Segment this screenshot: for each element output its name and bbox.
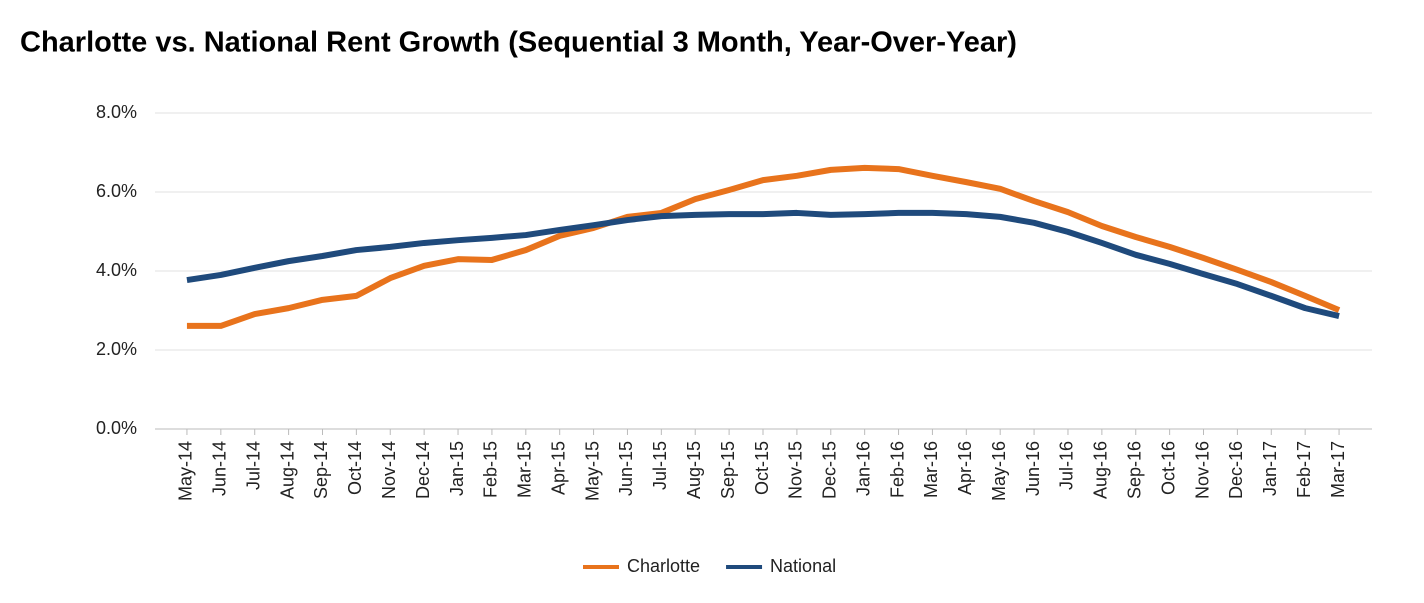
x-tick-label: Nov-15 (786, 441, 806, 499)
series-line (186, 164, 1341, 329)
x-tick-label: Dec-14 (413, 441, 433, 499)
x-tick-label: Jan-16 (853, 441, 873, 496)
x-tick-label: Mar-15 (515, 441, 535, 498)
x-tick-label: Jun-14 (210, 441, 230, 496)
x-tick-label: Aug-14 (277, 441, 297, 499)
x-tick-label: Feb-15 (481, 441, 501, 498)
x-tick-label: Feb-16 (887, 441, 907, 498)
series-line (186, 209, 1340, 319)
x-tick-label: Jul-14 (243, 441, 263, 490)
x-tick-label: Dec-16 (1226, 441, 1246, 499)
x-tick-label: Sep-14 (311, 441, 331, 499)
y-tick-label: 4.0% (96, 260, 137, 280)
x-tick-label: Nov-14 (379, 441, 399, 499)
x-tick-label: Jan-17 (1260, 441, 1280, 496)
x-tick-label: Dec-15 (820, 441, 840, 499)
x-tick-label: Jan-15 (447, 441, 467, 496)
x-tick-label: Jul-15 (650, 441, 670, 490)
x-tick-label: Apr-15 (548, 441, 568, 495)
x-tick-label: May-14 (176, 441, 196, 501)
x-tick-label: Oct-15 (752, 441, 772, 495)
legend-label: National (770, 556, 836, 576)
x-tick-label: Jun-16 (1023, 441, 1043, 496)
x-tick-label: Oct-16 (1158, 441, 1178, 495)
chart-title: Charlotte vs. National Rent Growth (Sequ… (20, 27, 1017, 59)
x-tick-label: Aug-16 (1091, 441, 1111, 499)
x-tick-label: Aug-15 (684, 441, 704, 499)
y-tick-label: 2.0% (96, 339, 137, 359)
x-tick-label: May-16 (989, 441, 1009, 501)
legend-label: Charlotte (627, 556, 700, 576)
x-tick-label: Jul-16 (1057, 441, 1077, 490)
x-tick-label: Jun-15 (616, 441, 636, 496)
x-tick-label: Sep-16 (1124, 441, 1144, 499)
y-tick-label: 6.0% (96, 181, 137, 201)
x-tick-label: Apr-16 (955, 441, 975, 495)
x-tick-label: Feb-17 (1294, 441, 1314, 498)
x-tick-label: May-15 (582, 441, 602, 501)
y-tick-label: 0.0% (96, 418, 137, 438)
y-tick-label: 8.0% (96, 102, 137, 122)
x-tick-label: Mar-17 (1328, 441, 1348, 498)
x-tick-label: Sep-15 (718, 441, 738, 499)
x-tick-label: Oct-14 (345, 441, 365, 495)
x-tick-label: Nov-16 (1192, 441, 1212, 499)
x-tick-label: Mar-16 (921, 441, 941, 498)
